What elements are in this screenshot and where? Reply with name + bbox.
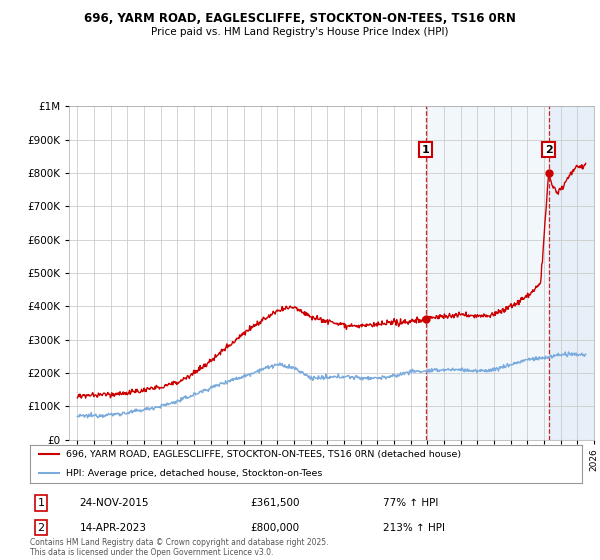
Text: 2: 2 [37,522,44,533]
Text: 14-APR-2023: 14-APR-2023 [80,522,146,533]
Text: 696, YARM ROAD, EAGLESCLIFFE, STOCKTON-ON-TEES, TS16 0RN: 696, YARM ROAD, EAGLESCLIFFE, STOCKTON-O… [84,12,516,25]
Text: 2: 2 [545,144,553,155]
Text: Contains HM Land Registry data © Crown copyright and database right 2025.
This d: Contains HM Land Registry data © Crown c… [30,538,329,557]
Text: 77% ↑ HPI: 77% ↑ HPI [383,498,439,508]
Text: Price paid vs. HM Land Registry's House Price Index (HPI): Price paid vs. HM Land Registry's House … [151,27,449,37]
Text: HPI: Average price, detached house, Stockton-on-Tees: HPI: Average price, detached house, Stoc… [66,469,322,478]
Text: 213% ↑ HPI: 213% ↑ HPI [383,522,445,533]
Text: 24-NOV-2015: 24-NOV-2015 [80,498,149,508]
Text: 1: 1 [422,144,430,155]
Text: 696, YARM ROAD, EAGLESCLIFFE, STOCKTON-ON-TEES, TS16 0RN (detached house): 696, YARM ROAD, EAGLESCLIFFE, STOCKTON-O… [66,450,461,459]
Bar [548,106,594,440]
Bar [425,106,594,440]
Text: £361,500: £361,500 [251,498,301,508]
Text: 1: 1 [38,498,44,508]
Text: £800,000: £800,000 [251,522,300,533]
